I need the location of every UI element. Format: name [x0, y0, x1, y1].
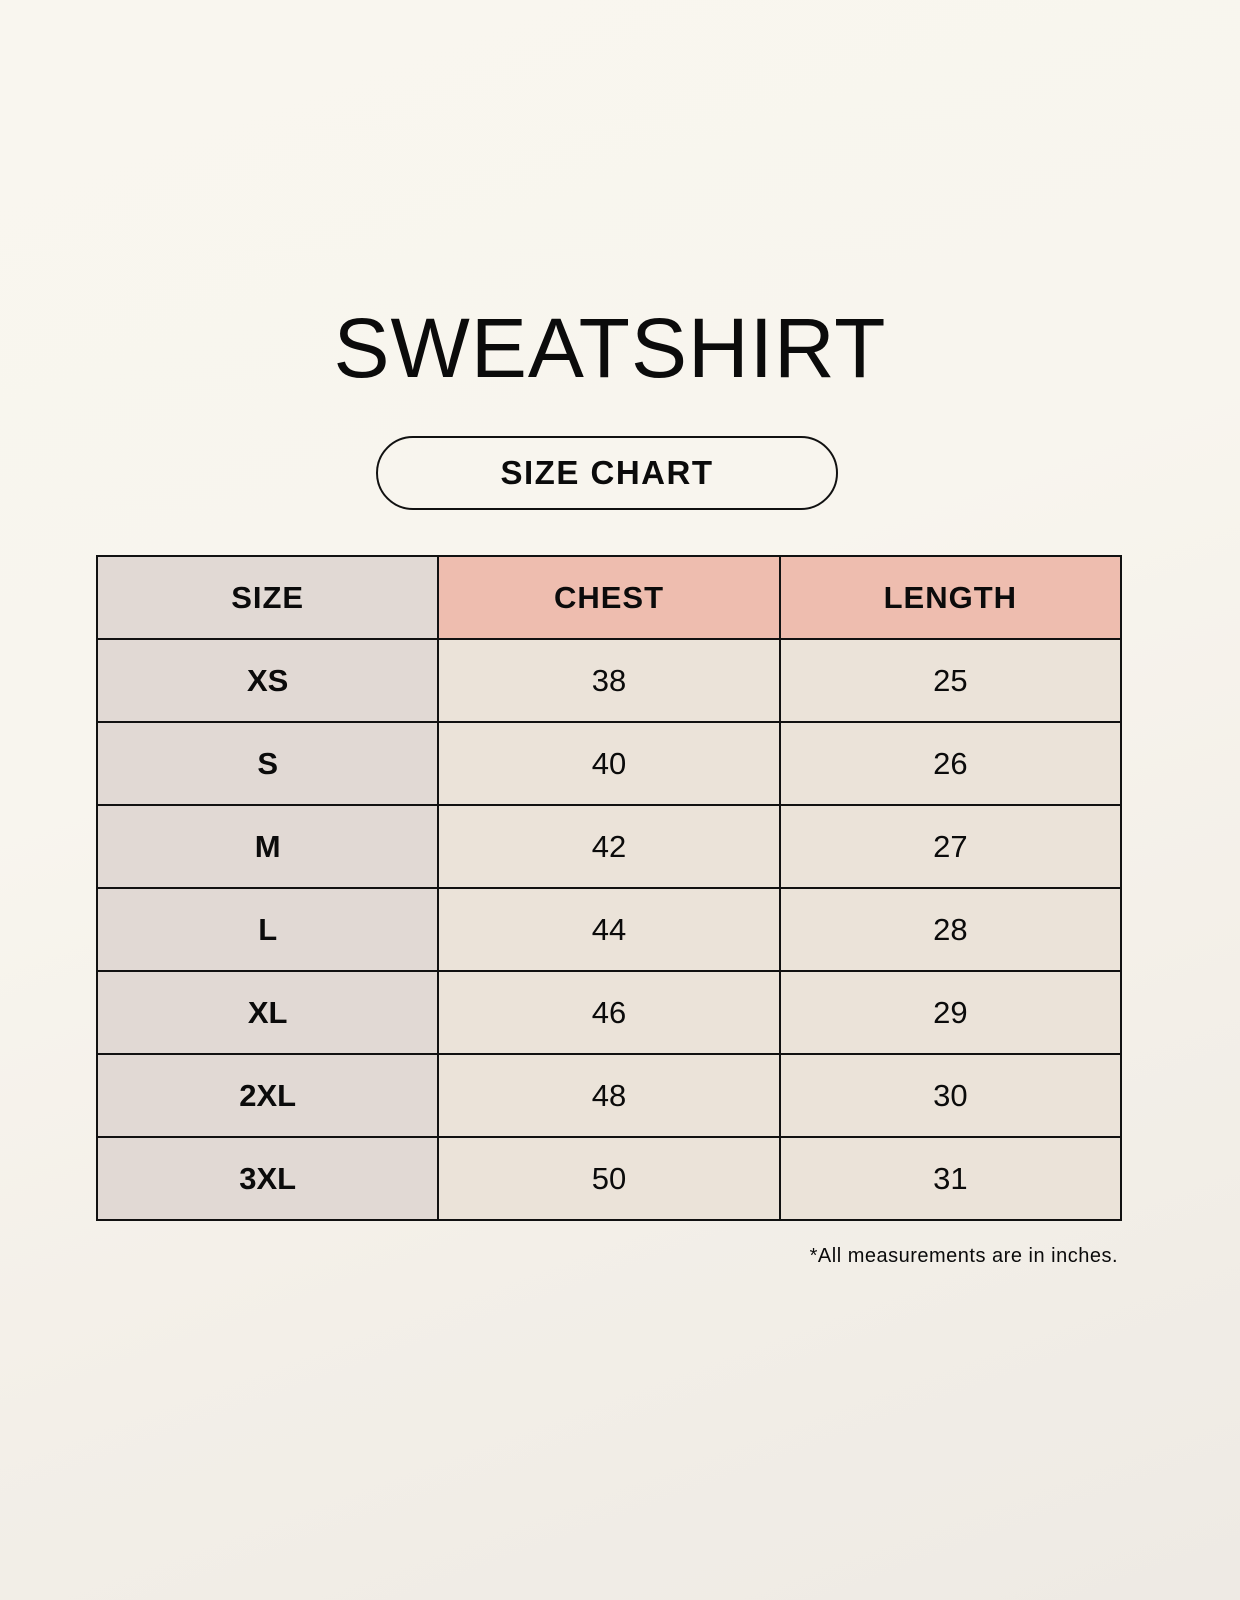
cell-chest: 50: [437, 1136, 781, 1221]
cell-chest: 38: [437, 638, 781, 723]
table-row: 3XL 50 31: [95, 1136, 1123, 1221]
cell-length: 27: [778, 804, 1123, 889]
cell-length: 26: [778, 721, 1123, 806]
table-row: 2XL 48 30: [95, 1053, 1123, 1138]
header-chest: CHEST: [437, 555, 781, 640]
footnote: *All measurements are in inches.: [809, 1245, 1118, 1267]
table-row: XS 38 25: [95, 638, 1123, 723]
table-row: S 40 26: [95, 721, 1123, 806]
cell-size: XS: [95, 638, 440, 723]
size-chart-badge: SIZE CHART: [376, 436, 838, 510]
cell-size: L: [95, 887, 440, 972]
cell-chest: 46: [437, 970, 781, 1055]
cell-size: S: [95, 721, 440, 806]
cell-length: 25: [778, 638, 1123, 723]
table-row: XL 46 29: [95, 970, 1123, 1055]
cell-size: M: [95, 804, 440, 889]
cell-size: 2XL: [95, 1053, 440, 1138]
cell-length: 28: [778, 887, 1123, 972]
table-header-row: SIZE CHEST LENGTH: [95, 555, 1123, 640]
table-row: L 44 28: [95, 887, 1123, 972]
size-table: SIZE CHEST LENGTH XS 38 25 S 40 26 M 42 27 L 44 28 X…: [95, 555, 1123, 1221]
cell-chest: 40: [437, 721, 781, 806]
cell-chest: 44: [437, 887, 781, 972]
cell-chest: 48: [437, 1053, 781, 1138]
cell-length: 29: [778, 970, 1123, 1055]
cell-size: 3XL: [95, 1136, 440, 1221]
cell-chest: 42: [437, 804, 781, 889]
table-row: M 42 27: [95, 804, 1123, 889]
cell-size: XL: [95, 970, 440, 1055]
header-length: LENGTH: [778, 555, 1123, 640]
header-size: SIZE: [95, 555, 440, 640]
cell-length: 31: [778, 1136, 1123, 1221]
page-title: SWEATSHIRT: [333, 301, 887, 395]
cell-length: 30: [778, 1053, 1123, 1138]
